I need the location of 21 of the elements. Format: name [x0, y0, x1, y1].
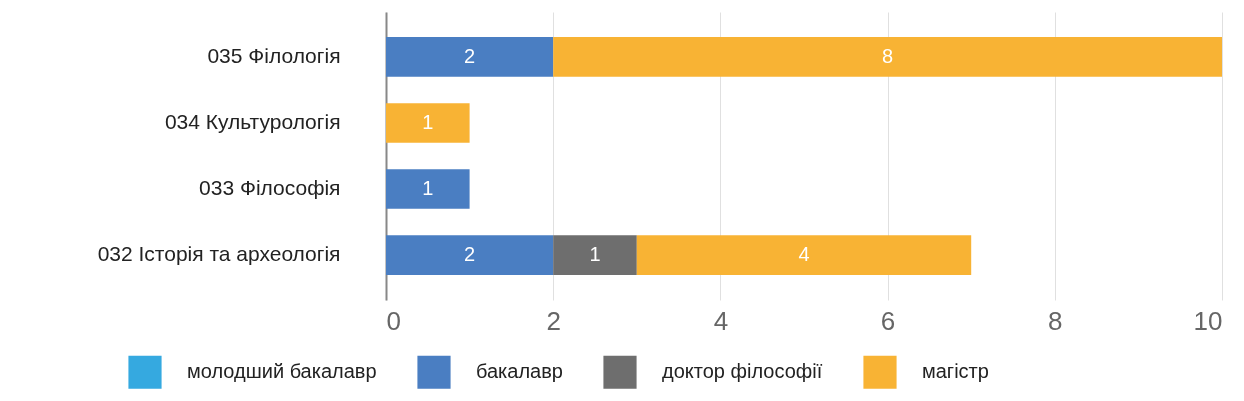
data-label: 1	[589, 243, 601, 266]
y-tick-label: 032 Історія та археологія	[97, 242, 341, 266]
x-tick-label: 2	[546, 305, 561, 336]
x-tick-label: 6	[880, 305, 896, 336]
x-tick-label: 0	[386, 305, 401, 336]
data-label: 4	[798, 243, 810, 266]
data-label: 2	[464, 243, 476, 266]
data-label: 1	[422, 177, 434, 200]
data-label: 2	[464, 44, 476, 67]
y-tick-label: 034 Культурологія	[164, 109, 341, 133]
legend-label: молодший бакалавр	[187, 360, 377, 383]
data-label: 1	[422, 110, 434, 133]
legend-label: бакалавр	[476, 360, 563, 383]
y-tick-label: 035 Філологія	[207, 43, 341, 67]
x-tick-label: 8	[1048, 305, 1063, 336]
x-tick-label: 4	[713, 305, 729, 336]
data-label: 8	[882, 44, 894, 67]
y-tick-label: 033 Філософія	[199, 176, 341, 200]
legend-label: магістр	[922, 360, 989, 383]
legend-label: доктор філософії	[662, 360, 823, 383]
x-tick-label: 10	[1193, 305, 1223, 336]
